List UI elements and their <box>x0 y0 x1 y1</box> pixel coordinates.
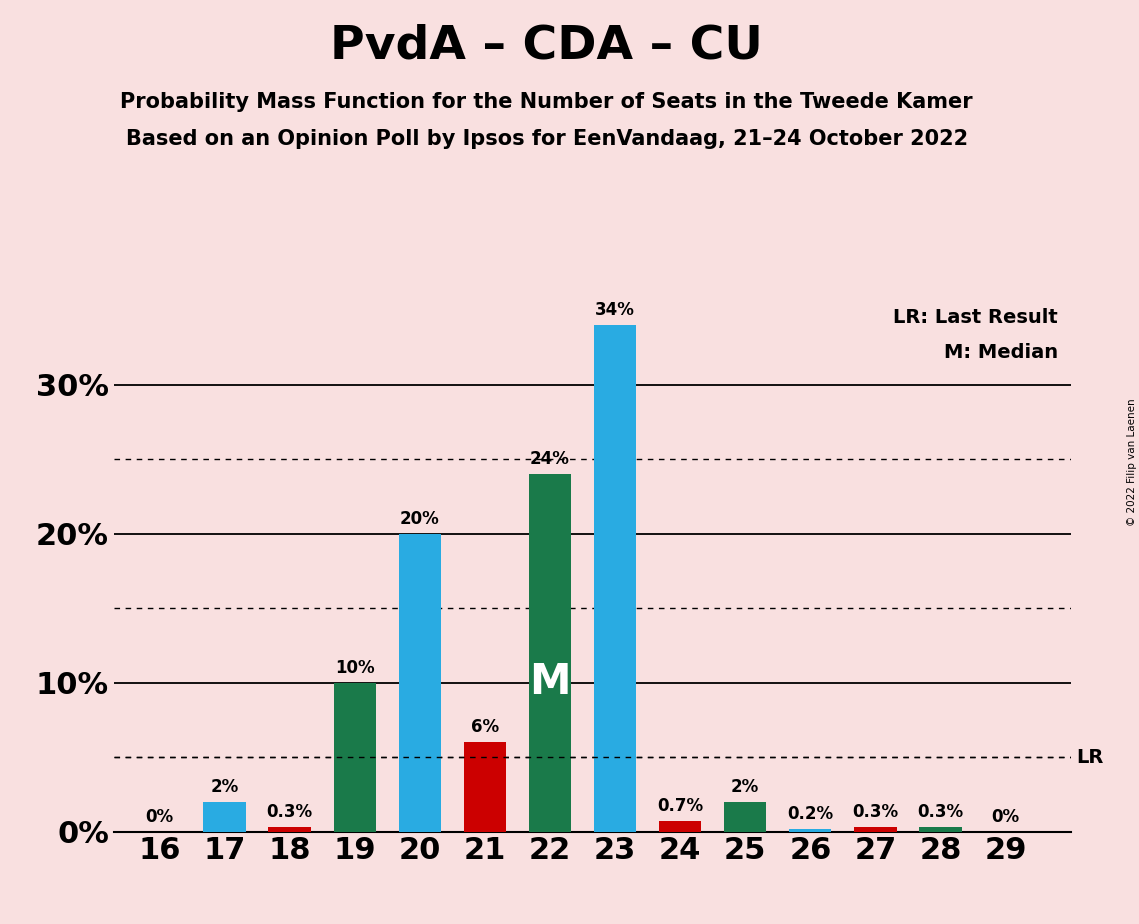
Text: 24%: 24% <box>530 450 570 468</box>
Text: 10%: 10% <box>335 659 375 676</box>
Bar <box>854 827 896 832</box>
Text: M: Median: M: Median <box>943 344 1058 362</box>
Text: © 2022 Filip van Laenen: © 2022 Filip van Laenen <box>1126 398 1137 526</box>
Text: 34%: 34% <box>595 301 636 320</box>
Text: 2%: 2% <box>731 778 760 796</box>
Bar <box>204 802 246 832</box>
Text: 6%: 6% <box>470 718 499 736</box>
Text: LR: LR <box>1076 748 1104 767</box>
Bar <box>593 325 637 832</box>
Text: 2%: 2% <box>211 778 239 796</box>
Text: 0%: 0% <box>992 808 1019 826</box>
Text: 0.7%: 0.7% <box>657 797 703 815</box>
Text: 0.3%: 0.3% <box>267 803 313 821</box>
Text: 0.3%: 0.3% <box>917 803 964 821</box>
Text: 20%: 20% <box>400 510 440 528</box>
Text: PvdA – CDA – CU: PvdA – CDA – CU <box>330 23 763 68</box>
Text: Based on an Opinion Poll by Ipsos for EenVandaag, 21–24 October 2022: Based on an Opinion Poll by Ipsos for Ee… <box>125 129 968 150</box>
Bar <box>399 534 441 832</box>
Text: LR: Last Result: LR: Last Result <box>893 308 1058 326</box>
Bar <box>659 821 702 832</box>
Bar <box>464 742 506 832</box>
Bar <box>724 802 767 832</box>
Bar <box>269 827 311 832</box>
Text: 0.3%: 0.3% <box>852 803 899 821</box>
Bar <box>789 829 831 832</box>
Text: M: M <box>530 661 571 702</box>
Text: 0%: 0% <box>146 808 173 826</box>
Text: 0.2%: 0.2% <box>787 805 834 822</box>
Text: Probability Mass Function for the Number of Seats in the Tweede Kamer: Probability Mass Function for the Number… <box>121 92 973 113</box>
Bar <box>919 827 961 832</box>
Bar <box>334 683 376 832</box>
Bar <box>528 474 571 832</box>
